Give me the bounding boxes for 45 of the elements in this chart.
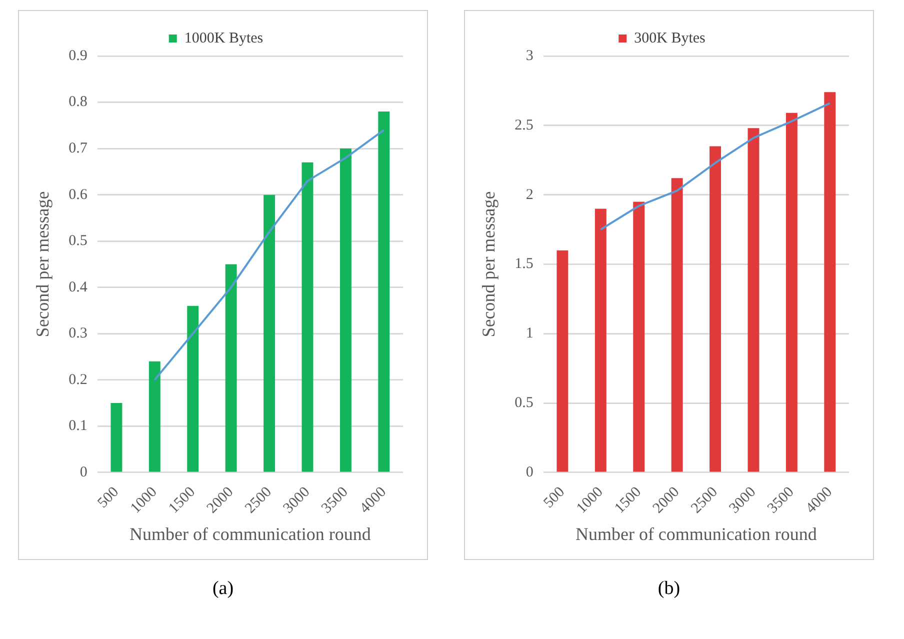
y-axis-title: Second per message — [478, 191, 499, 338]
y-tick-label: 0 — [80, 464, 88, 480]
text: (a) — [211, 578, 235, 600]
y-tick-label: 0.3 — [68, 326, 88, 342]
bar — [671, 178, 683, 472]
bar — [556, 250, 568, 472]
x-axis-title: Number of communication round — [575, 524, 817, 544]
bar — [302, 162, 314, 472]
legend-label: 1000K Bytes — [184, 30, 264, 46]
y-tick-label: 0.8 — [68, 94, 88, 110]
bar — [594, 208, 606, 472]
x-tick-label: 4000 — [802, 484, 836, 517]
x-tick-label: 500 — [94, 484, 122, 512]
bar — [378, 112, 390, 472]
bar — [633, 202, 645, 472]
y-axis-title: Second per message — [32, 191, 53, 338]
y-tick-label: 3 — [526, 48, 534, 64]
bar — [340, 148, 352, 472]
y-tick-label: 2 — [526, 186, 534, 203]
y-tick-label: 1 — [526, 326, 534, 342]
y-tick-label: 0.9 — [68, 48, 88, 64]
bar — [225, 264, 237, 472]
bar — [824, 92, 836, 472]
bar — [748, 128, 760, 472]
bar — [786, 112, 798, 472]
bar — [187, 306, 199, 472]
y-tick-label: 0.7 — [68, 140, 88, 156]
bar — [110, 403, 122, 472]
y-tick-label: 0.5 — [514, 394, 534, 411]
x-axis-title: Number of communication round — [129, 524, 371, 544]
bar — [710, 146, 722, 472]
y-tick-label: 1.5 — [514, 256, 534, 272]
legend-label: 300K Bytes — [634, 30, 706, 46]
y-tick-label: 0.4 — [68, 279, 88, 296]
y-tick-label: 0.6 — [68, 186, 88, 203]
y-tick-label: 0 — [526, 464, 534, 480]
y-tick-label: 0.5 — [68, 233, 88, 250]
text: (b) — [656, 578, 682, 600]
bar — [264, 194, 276, 472]
x-tick-label: 4000 — [356, 484, 390, 517]
y-tick-label: 2.5 — [514, 117, 534, 134]
y-tick-label: 0.1 — [68, 418, 88, 434]
x-tick-label: 500 — [540, 484, 568, 512]
bar — [148, 361, 160, 472]
y-tick-label: 0.2 — [68, 372, 88, 388]
